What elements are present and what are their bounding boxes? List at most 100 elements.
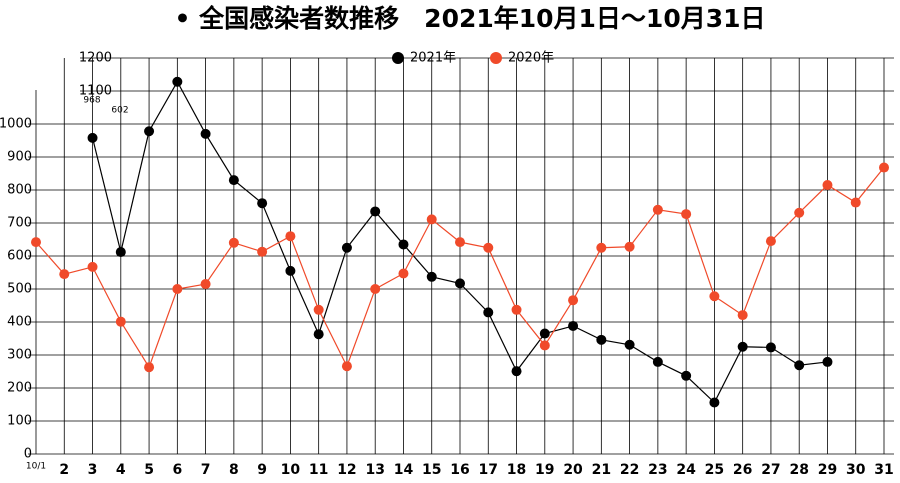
data-point	[511, 366, 522, 377]
data-point	[115, 247, 126, 258]
data-point	[483, 307, 494, 318]
x-tick-label: 28	[789, 462, 808, 478]
data-point	[596, 242, 607, 253]
data-point	[794, 207, 805, 218]
x-tick-label: 18	[507, 462, 526, 478]
x-tick-label: 17	[479, 462, 498, 478]
data-point	[341, 242, 352, 253]
data-point	[455, 278, 465, 289]
y-tick-label: 1100	[79, 84, 112, 99]
x-tick-label: 23	[648, 462, 667, 478]
y-tick-label: 100	[7, 414, 32, 429]
data-point	[652, 356, 663, 367]
x-tick-label: 25	[705, 462, 724, 478]
x-tick-label: 2	[59, 462, 69, 478]
data-point	[200, 279, 211, 290]
legend-label: 2020年	[508, 51, 554, 66]
data-point	[426, 271, 437, 282]
data-point	[426, 214, 437, 225]
x-tick-label: 24	[676, 462, 696, 478]
y-tick-label: 600	[7, 249, 32, 264]
data-point	[341, 361, 352, 372]
data-point	[765, 236, 776, 247]
y-tick-label: 800	[7, 183, 32, 198]
y-tick-label: 700	[7, 216, 32, 231]
x-tick-label: 10/1	[26, 462, 46, 472]
y-tick-label: 900	[7, 150, 32, 165]
y-tick-label: 0	[24, 447, 32, 462]
x-tick-label: 20	[563, 462, 583, 478]
x-tick-label: 27	[761, 462, 780, 478]
x-tick-label: 19	[535, 462, 554, 478]
legend-marker	[392, 52, 404, 64]
data-point	[313, 329, 324, 340]
data-point	[822, 356, 833, 367]
data-point	[681, 370, 692, 381]
data-point	[539, 328, 550, 339]
data-point	[257, 198, 268, 209]
x-tick-label: 26	[733, 462, 752, 478]
data-point	[257, 246, 268, 257]
data-point	[879, 162, 889, 173]
x-tick-label: 14	[394, 462, 414, 478]
x-tick-label: 21	[592, 462, 611, 478]
x-tick-label: 8	[229, 462, 239, 478]
chart-title: • 全国感染者数推移 2021年10月1日～10月31日	[174, 4, 765, 33]
data-point	[568, 320, 579, 331]
data-point	[709, 291, 720, 302]
data-point	[850, 197, 861, 208]
legend-label: 2021年	[410, 51, 456, 66]
annotation: 602	[111, 106, 128, 116]
data-point	[59, 269, 70, 280]
data-point	[709, 397, 720, 408]
data-point	[228, 237, 239, 248]
data-point	[652, 204, 663, 215]
data-point	[398, 268, 409, 279]
data-point	[737, 310, 748, 321]
y-tick-label: 1200	[79, 51, 112, 66]
data-point	[370, 206, 381, 217]
x-tick-label: 5	[144, 462, 154, 478]
y-tick-label: 500	[7, 282, 32, 297]
data-point	[455, 237, 465, 248]
data-point	[115, 316, 126, 327]
legend-marker	[490, 52, 502, 64]
data-point	[313, 304, 324, 315]
x-tick-label: 30	[846, 462, 866, 478]
x-tick-label: 31	[874, 462, 893, 478]
data-point	[172, 76, 183, 87]
annotation: 968	[83, 96, 100, 106]
data-point	[87, 132, 98, 143]
data-point	[822, 180, 833, 191]
data-point	[511, 304, 522, 315]
x-tick-label: 13	[365, 462, 384, 478]
x-tick-label: 10	[281, 462, 301, 478]
data-point	[398, 239, 409, 250]
data-point	[483, 242, 494, 253]
data-point	[568, 295, 579, 306]
data-point	[172, 284, 183, 294]
y-tick-label: 1000	[0, 117, 32, 132]
y-tick-label: 200	[7, 381, 32, 396]
data-point	[765, 342, 776, 353]
data-point	[200, 128, 211, 139]
x-tick-label: 11	[309, 462, 328, 478]
data-point	[228, 175, 239, 186]
x-tick-label: 15	[422, 462, 441, 478]
x-tick-label: 6	[172, 462, 182, 478]
data-point	[285, 231, 296, 242]
x-tick-label: 29	[818, 462, 837, 478]
data-point	[144, 362, 155, 373]
x-tick-label: 4	[116, 462, 126, 478]
data-point	[624, 241, 635, 252]
data-point	[624, 339, 635, 350]
data-point	[31, 237, 41, 248]
x-tick-label: 3	[88, 462, 98, 478]
data-point	[285, 265, 296, 276]
data-point	[370, 284, 381, 294]
y-tick-label: 400	[7, 315, 32, 330]
x-tick-label: 22	[620, 462, 639, 478]
x-tick-label: 9	[257, 462, 267, 478]
x-tick-label: 12	[337, 462, 356, 478]
